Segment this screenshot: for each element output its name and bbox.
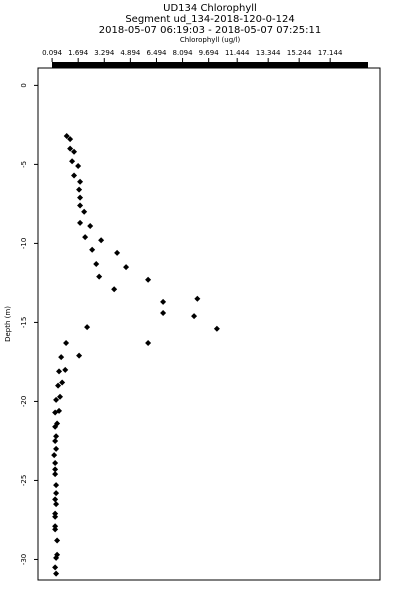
point	[52, 513, 59, 520]
point	[67, 136, 74, 143]
x-tick-label: 1.694	[68, 49, 89, 57]
x-tick-label: 4.894	[120, 49, 141, 57]
chart-subtitle: 2018-05-07 06:19:03 - 2018-05-07 07:25:1…	[99, 25, 321, 36]
point	[71, 148, 78, 155]
point	[63, 339, 70, 346]
point	[71, 172, 78, 179]
point	[77, 219, 84, 226]
point	[52, 523, 59, 530]
point	[52, 496, 59, 503]
point	[52, 466, 59, 473]
plot-frame	[37, 67, 381, 581]
point	[53, 501, 60, 508]
top-axis-bar	[52, 62, 368, 68]
point	[81, 208, 88, 215]
point	[53, 570, 60, 577]
point	[89, 246, 96, 253]
x-axis-label: Chlorophyll (ug/l)	[180, 36, 241, 44]
point	[51, 452, 58, 459]
point	[53, 396, 60, 403]
point	[52, 471, 59, 478]
point	[56, 368, 63, 375]
point	[53, 554, 60, 561]
point	[160, 309, 167, 316]
y-tick-label: -15	[20, 317, 28, 328]
x-tick-label: 11.444	[225, 49, 250, 57]
point	[160, 298, 167, 305]
point	[58, 354, 65, 361]
point	[145, 276, 152, 283]
point	[53, 433, 60, 440]
y-tick-label: -20	[20, 396, 28, 407]
x-tick-label: 13.344	[256, 49, 281, 57]
point	[96, 273, 103, 280]
point	[53, 490, 60, 497]
point	[93, 260, 100, 267]
point	[77, 202, 84, 209]
x-tick-label: 0.094	[42, 49, 63, 57]
point	[98, 237, 105, 244]
point	[194, 295, 201, 302]
point	[53, 482, 60, 489]
point	[52, 526, 59, 533]
point	[57, 393, 64, 400]
y-tick-label: 0	[20, 83, 28, 87]
point	[77, 178, 84, 185]
y-axis-label: Depth (m)	[4, 306, 12, 342]
y-tick-label: -30	[20, 554, 28, 565]
point	[52, 564, 59, 571]
point	[67, 145, 74, 152]
point	[62, 366, 69, 373]
point	[55, 382, 62, 389]
point	[76, 186, 83, 193]
point	[52, 409, 59, 416]
x-tick-label: 6.494	[146, 49, 167, 57]
point	[54, 537, 61, 544]
point	[191, 313, 198, 320]
x-tick-label: 17.144	[318, 49, 343, 57]
x-tick-label: 8.094	[173, 49, 194, 57]
point	[53, 445, 60, 452]
point	[52, 437, 59, 444]
y-tick-label: -10	[20, 238, 28, 249]
point	[77, 194, 84, 201]
chart-title: UD134 Chlorophyll	[163, 3, 257, 14]
y-tick-label: -25	[20, 475, 28, 486]
point	[123, 264, 130, 271]
point	[69, 158, 76, 165]
point	[84, 324, 91, 331]
x-tick-label: 15.244	[287, 49, 312, 57]
point	[63, 132, 70, 139]
y-tick-label: -5	[20, 161, 28, 168]
point	[213, 325, 220, 332]
point	[82, 234, 89, 241]
point	[59, 379, 66, 386]
point	[111, 286, 118, 293]
point	[52, 510, 59, 517]
x-tick-label: 9.694	[199, 49, 220, 57]
point	[52, 460, 59, 467]
point	[52, 423, 59, 430]
point	[145, 339, 152, 346]
point	[87, 223, 94, 230]
x-tick-label: 3.294	[94, 49, 115, 57]
point	[76, 352, 83, 359]
point	[114, 249, 121, 256]
chart-subtitle: Segment ud_134-2018-120-0-124	[125, 14, 294, 25]
point	[75, 162, 82, 169]
